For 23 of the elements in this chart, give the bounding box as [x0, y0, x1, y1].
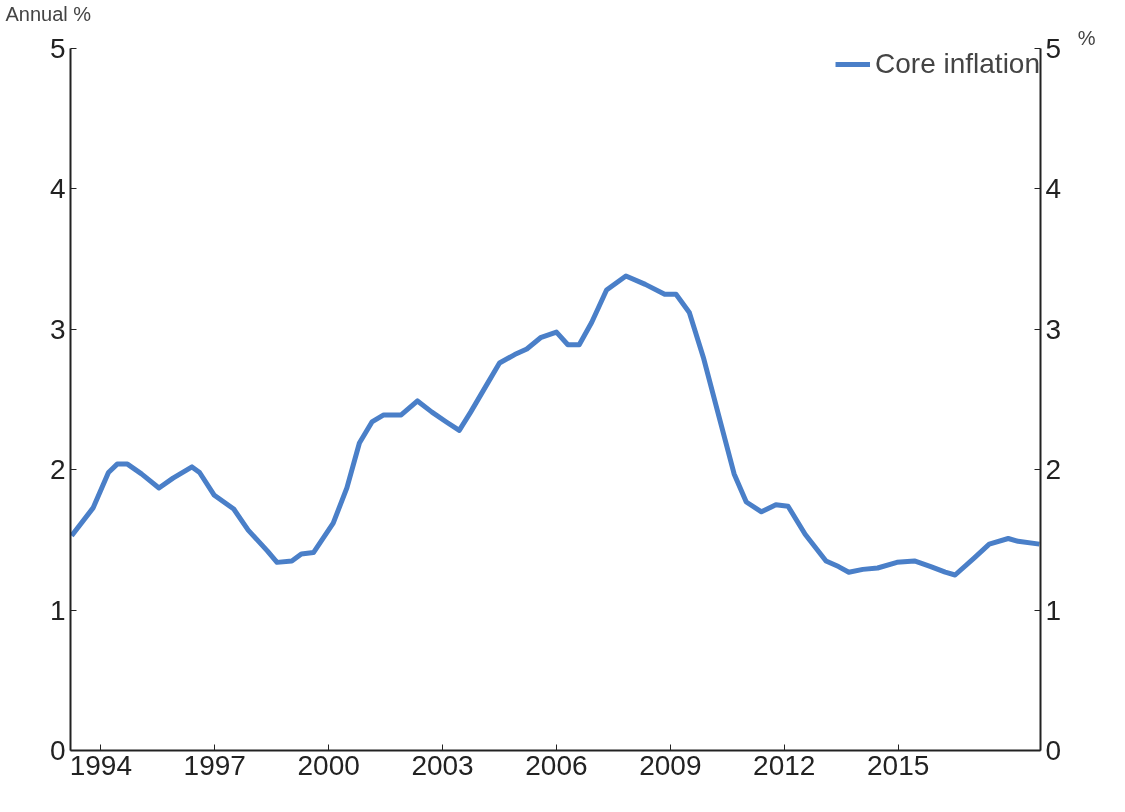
y2-tick-label: 0	[1045, 735, 1062, 766]
y-tick-label: 4	[49, 173, 66, 205]
y2-tick-label: 5	[1045, 33, 1062, 64]
x-tick-label: 2012	[753, 749, 816, 781]
y2-tick-label: 2	[1045, 454, 1062, 486]
y-axis-title: Annual %	[5, 2, 92, 25]
y2-tick-label: 4	[1045, 173, 1062, 205]
x-tick-label: 2015	[866, 749, 930, 781]
y2-axis-title: %	[1077, 26, 1096, 49]
x-tick-label: 2006	[525, 749, 588, 781]
x-tick-label: 2009	[639, 749, 702, 781]
x-tick-label: 1997	[183, 749, 246, 781]
x-tick-label: 1994	[69, 749, 133, 781]
y2-tick-label: 1	[1045, 594, 1062, 626]
y-tick-label: 5	[49, 33, 66, 64]
x-tick-label: 2000	[297, 749, 360, 781]
y-tick-label: 2	[49, 454, 66, 486]
legend-label: Core inflation	[875, 48, 1040, 80]
y2-tick-label: 3	[1045, 313, 1062, 345]
y-tick-label: 0	[49, 735, 66, 766]
y-tick-label: 1	[49, 594, 66, 626]
x-tick-label: 2003	[411, 749, 474, 781]
y-tick-label: 3	[49, 313, 66, 345]
